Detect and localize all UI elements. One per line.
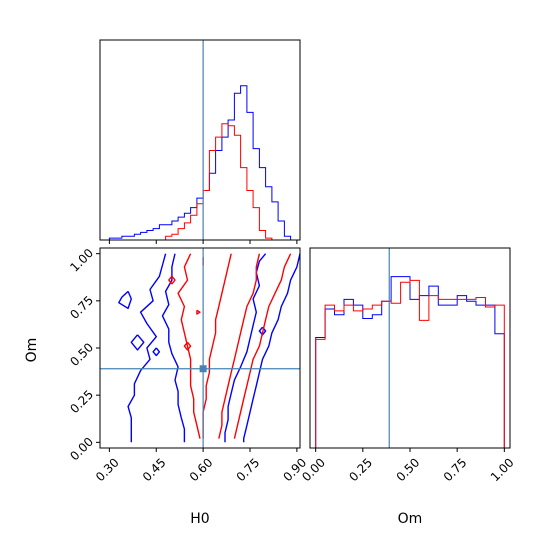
contour-line-series-2 xyxy=(233,253,292,439)
contour-line-series-1 xyxy=(242,253,301,443)
y-tick-label: 0.50 xyxy=(67,340,96,369)
contour-frame xyxy=(99,247,301,449)
contour-line-series-1 xyxy=(224,253,267,443)
histogram-series-2-Om xyxy=(315,279,505,448)
x-tick-label: 0.45 xyxy=(140,455,169,484)
x-tick-label: 0.30 xyxy=(93,455,122,484)
contour-panel-H0-Om: 0.30 0.45 0.60 0.75 0.900.000.250.500.751.00… xyxy=(24,246,309,527)
x-tick-label: 0.25 xyxy=(346,455,375,484)
contour-line-series-1 xyxy=(127,253,167,443)
contour-line-series-1 xyxy=(161,253,186,443)
x-tick-label: 0.75 xyxy=(441,455,470,484)
x-tick-label: 0.50 xyxy=(394,455,423,484)
contour-line-series-2 xyxy=(196,309,201,315)
y-tick-label: 0.00 xyxy=(67,435,96,464)
contour-line-series-2 xyxy=(168,275,176,285)
x-axis-label-H0: H0 xyxy=(190,511,209,527)
contour-line-series-2 xyxy=(202,253,232,439)
contour-line-series-1 xyxy=(152,347,161,357)
x-tick-label: 1.00 xyxy=(488,455,517,484)
contour-line-series-2 xyxy=(183,341,192,351)
contour-line-series-2 xyxy=(177,253,201,439)
y-axis-label-Om: Om xyxy=(24,338,40,363)
x-axis-label-Om: Om xyxy=(398,511,423,527)
histogram-series-1-Om xyxy=(315,276,505,448)
y-tick-label: 1.00 xyxy=(67,246,96,275)
y-tick-label: 0.75 xyxy=(67,293,96,322)
x-tick-label: 0.60 xyxy=(187,455,216,484)
contour-line-series-2 xyxy=(218,253,261,439)
histogram-panel-H0 xyxy=(99,39,301,244)
histogram-frame-H0 xyxy=(99,39,301,241)
contour-line-series-1 xyxy=(130,334,145,351)
y-tick-label: 0.25 xyxy=(67,387,96,416)
x-tick-label: 0.75 xyxy=(234,455,263,484)
contour-line-series-1 xyxy=(118,290,133,310)
truth-marker xyxy=(199,365,207,373)
